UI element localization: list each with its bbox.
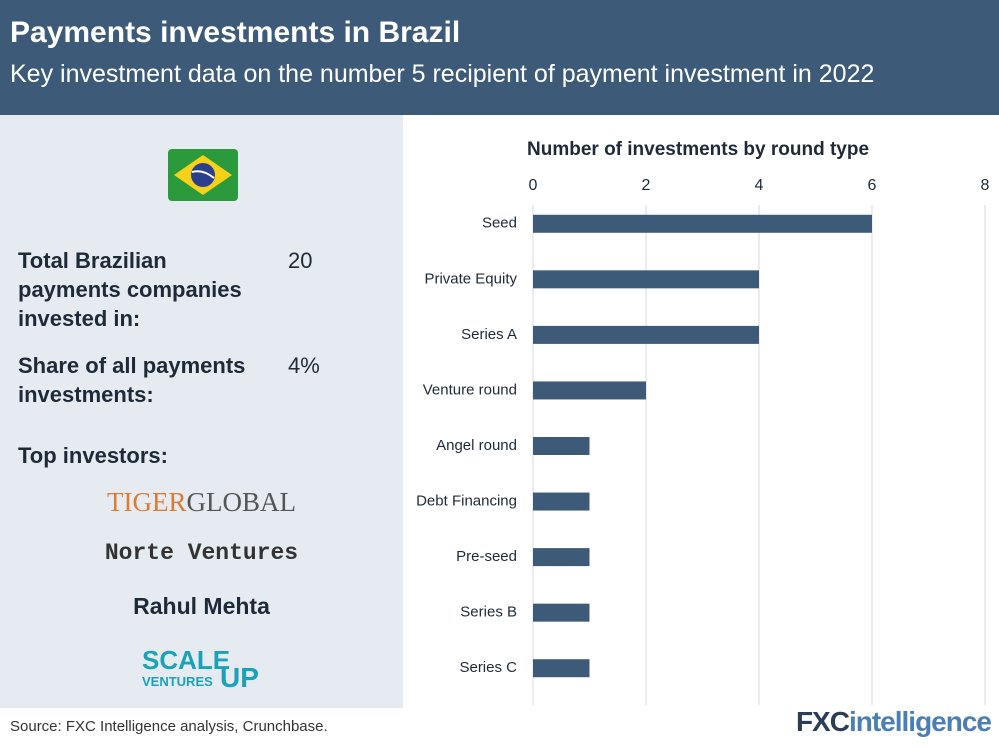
bar <box>533 381 646 400</box>
logo-text: UP <box>220 662 259 693</box>
logo-tiger: TIGERGLOBAL <box>0 487 403 518</box>
subtitle: Key investment data on the number 5 reci… <box>10 60 875 88</box>
bar <box>533 270 759 289</box>
logo-text: TIGER <box>107 487 187 517</box>
bar <box>533 603 590 622</box>
y-tick-label: Series C <box>459 659 517 676</box>
header <box>0 0 999 115</box>
y-tick-label: Private Equity <box>424 270 517 287</box>
bar <box>533 214 872 233</box>
y-tick-label: Seed <box>482 215 517 232</box>
brand-text: intelligence <box>848 706 992 737</box>
flag <box>168 149 238 201</box>
y-tick-label: Venture round <box>423 381 517 398</box>
stat-value: 20 <box>288 248 313 273</box>
stat-label: Total Brazilian payments companies inves… <box>18 248 242 331</box>
logo-scaleup: SCALE <box>142 645 231 675</box>
y-tick-label: Pre-seed <box>456 548 517 565</box>
bar <box>533 437 590 455</box>
stat-label: Share of all payments investments: <box>18 353 246 407</box>
brand: FXCintelligence <box>795 706 992 738</box>
y-tick-label: Series A <box>461 326 517 343</box>
logo-text: SCALE <box>142 645 231 675</box>
y-tick-label: Series B <box>460 604 517 621</box>
chart-title: Number of investments by round type <box>527 139 869 160</box>
y-tick-label: Debt Financing <box>416 493 517 510</box>
bar <box>533 325 759 344</box>
stat-value: 4% <box>288 353 320 378</box>
brand-text: FXC <box>795 706 850 737</box>
top-investors-label: Top investors: <box>18 443 168 468</box>
title: Payments investments in Brazil <box>10 16 461 49</box>
bar <box>533 492 590 511</box>
x-tick-label: 6 <box>868 177 877 194</box>
bar <box>533 659 590 678</box>
y-tick-label: Angel round <box>436 437 517 454</box>
x-tick-label: 0 <box>529 177 538 194</box>
logo-text: GLOBAL <box>186 487 296 517</box>
logo-rahul: Rahul Mehta <box>133 593 270 619</box>
logo-text: VENTURES <box>142 674 213 689</box>
side-panel <box>0 115 403 708</box>
x-tick-label: 8 <box>981 177 990 194</box>
logo-norte: Norte Ventures <box>104 540 299 566</box>
x-tick-label: 2 <box>642 177 651 194</box>
x-tick-label: 4 <box>755 177 764 194</box>
source: Source: FXC Intelligence analysis, Crunc… <box>10 718 328 735</box>
chart: Number of investments by round type 0 2 4 6… <box>416 139 990 705</box>
bar <box>533 548 590 567</box>
